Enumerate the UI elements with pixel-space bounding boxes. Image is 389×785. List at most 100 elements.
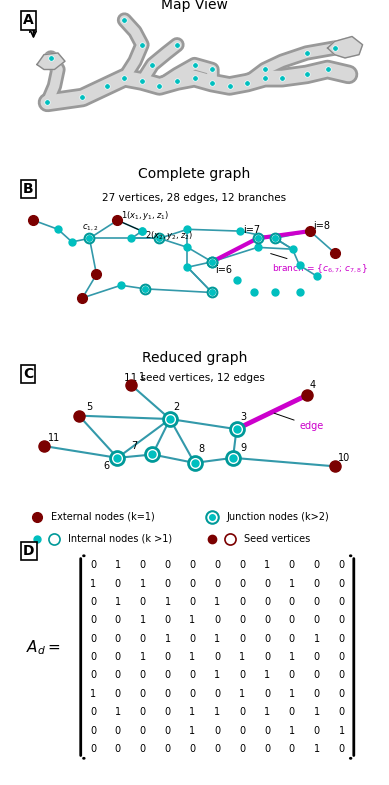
Text: 1: 1 xyxy=(289,652,295,662)
Text: 0: 0 xyxy=(338,670,345,681)
Text: 1: 1 xyxy=(314,744,320,754)
Text: branch = {$c_{6,7}$; $c_{7,8}$}: branch = {$c_{6,7}$; $c_{7,8}$} xyxy=(271,254,367,275)
Text: 0: 0 xyxy=(140,670,146,681)
Text: 1: 1 xyxy=(115,597,121,607)
Text: 0: 0 xyxy=(264,744,270,754)
Text: 0: 0 xyxy=(165,579,171,589)
Text: 0: 0 xyxy=(140,597,146,607)
Text: 8: 8 xyxy=(198,444,204,455)
Text: 1: 1 xyxy=(264,560,270,570)
Text: 0: 0 xyxy=(239,579,245,589)
Title: Complete graph: Complete graph xyxy=(138,166,251,181)
Text: 1: 1 xyxy=(138,372,145,382)
Text: 1: 1 xyxy=(289,725,295,736)
Text: 0: 0 xyxy=(140,688,146,699)
Text: 0: 0 xyxy=(214,725,220,736)
Text: 0: 0 xyxy=(90,633,96,644)
Text: 0: 0 xyxy=(314,579,320,589)
Text: 1: 1 xyxy=(214,670,220,681)
Text: 11: 11 xyxy=(47,433,60,443)
Text: 0: 0 xyxy=(165,707,171,717)
Text: 0: 0 xyxy=(189,744,195,754)
Text: 0: 0 xyxy=(314,615,320,626)
Text: 4: 4 xyxy=(310,381,316,390)
Text: 0: 0 xyxy=(115,579,121,589)
Text: 0: 0 xyxy=(115,633,121,644)
Text: i=7: i=7 xyxy=(244,225,261,235)
Text: 1: 1 xyxy=(314,707,320,717)
Text: 1: 1 xyxy=(239,688,245,699)
Text: 0: 0 xyxy=(165,670,171,681)
Text: 0: 0 xyxy=(289,670,295,681)
Text: 1: 1 xyxy=(115,560,121,570)
Title: Reduced graph: Reduced graph xyxy=(142,351,247,365)
Text: $1(x_1,y_1,z_1)$: $1(x_1,y_1,z_1)$ xyxy=(121,210,169,222)
Text: 27 vertices, 28 edges, 12 branches: 27 vertices, 28 edges, 12 branches xyxy=(102,193,287,203)
Text: 0: 0 xyxy=(338,579,345,589)
Text: Internal nodes (k >1): Internal nodes (k >1) xyxy=(68,534,173,544)
Text: 0: 0 xyxy=(140,744,146,754)
Text: 0: 0 xyxy=(90,725,96,736)
Text: 1: 1 xyxy=(214,597,220,607)
Text: 0: 0 xyxy=(338,597,345,607)
Text: 0: 0 xyxy=(239,725,245,736)
Text: 0: 0 xyxy=(115,688,121,699)
Text: 0: 0 xyxy=(338,744,345,754)
Text: 0: 0 xyxy=(289,707,295,717)
Text: 0: 0 xyxy=(115,670,121,681)
Text: 0: 0 xyxy=(314,597,320,607)
Text: 1: 1 xyxy=(140,579,146,589)
Text: 0: 0 xyxy=(90,670,96,681)
Text: 0: 0 xyxy=(90,652,96,662)
Text: 0: 0 xyxy=(115,725,121,736)
Text: edge: edge xyxy=(274,413,324,431)
Text: $c_{1,2}$: $c_{1,2}$ xyxy=(82,223,99,233)
Text: 1: 1 xyxy=(264,707,270,717)
Text: 0: 0 xyxy=(214,560,220,570)
Text: 7: 7 xyxy=(131,441,138,451)
Text: 0: 0 xyxy=(264,725,270,736)
Text: 0: 0 xyxy=(165,725,171,736)
Text: 0: 0 xyxy=(189,670,195,681)
Text: 0: 0 xyxy=(165,615,171,626)
Text: A: A xyxy=(23,13,34,27)
Text: 0: 0 xyxy=(165,652,171,662)
Text: 5: 5 xyxy=(86,402,92,412)
Text: 0: 0 xyxy=(314,670,320,681)
Text: 0: 0 xyxy=(239,597,245,607)
Text: i=8: i=8 xyxy=(314,221,331,232)
Text: Seed vertices: Seed vertices xyxy=(244,534,310,544)
Text: $A_d =$: $A_d =$ xyxy=(26,638,61,657)
Text: 0: 0 xyxy=(189,579,195,589)
Text: 0: 0 xyxy=(314,725,320,736)
Text: 1: 1 xyxy=(289,688,295,699)
Text: 0: 0 xyxy=(214,579,220,589)
Text: 1: 1 xyxy=(214,633,220,644)
Text: 1: 1 xyxy=(189,652,195,662)
Text: 0: 0 xyxy=(140,707,146,717)
Text: 0: 0 xyxy=(338,688,345,699)
Text: 0: 0 xyxy=(264,597,270,607)
Text: 0: 0 xyxy=(90,597,96,607)
Text: 0: 0 xyxy=(289,615,295,626)
Text: 0: 0 xyxy=(264,615,270,626)
Text: N: N xyxy=(28,25,36,35)
Text: Junction nodes (k>2): Junction nodes (k>2) xyxy=(226,512,329,522)
Text: 1: 1 xyxy=(115,707,121,717)
Text: 0: 0 xyxy=(239,707,245,717)
Polygon shape xyxy=(328,37,363,58)
Polygon shape xyxy=(37,53,65,70)
Text: 3: 3 xyxy=(240,412,246,422)
Text: 0: 0 xyxy=(239,615,245,626)
Text: 0: 0 xyxy=(214,615,220,626)
Text: 0: 0 xyxy=(314,688,320,699)
Text: $2(x_2,y_2,z_2)$: $2(x_2,y_2,z_2)$ xyxy=(145,229,193,243)
Text: 0: 0 xyxy=(289,560,295,570)
Text: 11 seed vertices, 12 edges: 11 seed vertices, 12 edges xyxy=(124,374,265,383)
Text: 0: 0 xyxy=(264,652,270,662)
Text: 0: 0 xyxy=(189,597,195,607)
Text: 0: 0 xyxy=(165,560,171,570)
Text: 0: 0 xyxy=(140,560,146,570)
Title: Map View: Map View xyxy=(161,0,228,12)
Text: 1: 1 xyxy=(214,707,220,717)
